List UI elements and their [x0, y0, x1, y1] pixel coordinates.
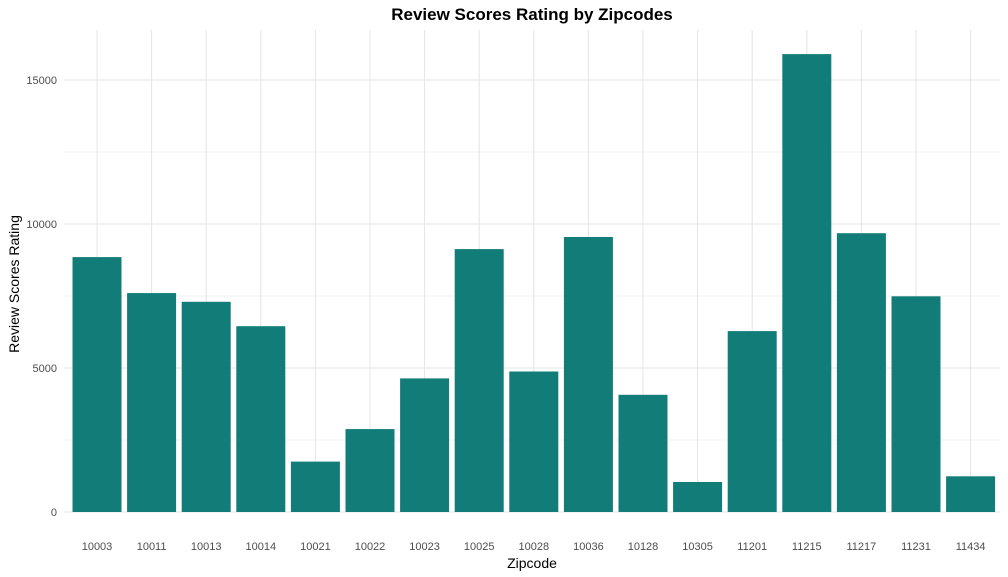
x-tick-label: 10011 [137, 541, 167, 553]
x-tick-label: 10013 [191, 541, 222, 553]
x-tick-label: 10023 [409, 541, 440, 553]
bars [72, 54, 996, 512]
x-tick-label: 10003 [82, 541, 113, 553]
bar-10128 [618, 394, 668, 512]
bar-10023 [400, 378, 450, 512]
x-tick-label: 10036 [573, 541, 604, 553]
bar-10028 [509, 371, 559, 512]
x-tick-label: 10022 [355, 541, 386, 553]
bar-10022 [345, 429, 395, 512]
bar-11434 [946, 476, 996, 512]
x-tick-label: 11217 [847, 541, 877, 553]
bar-11201 [727, 331, 777, 512]
bar-11231 [891, 296, 941, 512]
chart-title: Review Scores Rating by Zipcodes [391, 5, 673, 24]
bar-10025 [454, 249, 504, 512]
bar-11215 [782, 54, 832, 512]
y-tick-labels: 0 5000 10000 15000 [26, 75, 57, 519]
bar-11217 [836, 233, 886, 512]
y-tick-label: 0 [51, 507, 57, 519]
x-axis-title: Zipcode [507, 555, 557, 571]
bar-10036 [563, 237, 613, 512]
bar-10011 [127, 293, 177, 512]
x-tick-label: 10028 [519, 541, 550, 553]
x-tick-label: 11215 [792, 541, 822, 553]
x-tick-label: 10025 [464, 541, 495, 553]
x-tick-label: 10305 [682, 541, 713, 553]
y-tick-label: 10000 [26, 219, 57, 231]
bar-10021 [290, 461, 340, 512]
y-axis-title: Review Scores Rating [6, 215, 22, 353]
x-tick-label: 10021 [300, 541, 331, 553]
x-tick-label: 10014 [246, 541, 277, 553]
x-tick-label: 11434 [956, 541, 986, 553]
x-tick-labels: 10003 10011 10013 10014 10021 10022 10023 10025… [82, 541, 986, 553]
y-tick-label: 15000 [26, 75, 57, 87]
x-tick-label: 11201 [737, 541, 767, 553]
y-tick-label: 5000 [33, 363, 57, 375]
bar-10013 [181, 301, 231, 512]
x-tick-label: 11231 [901, 541, 931, 553]
x-tick-label: 10128 [628, 541, 659, 553]
bar-10305 [673, 482, 723, 512]
bar-10003 [72, 257, 122, 512]
bar-10014 [236, 326, 286, 512]
